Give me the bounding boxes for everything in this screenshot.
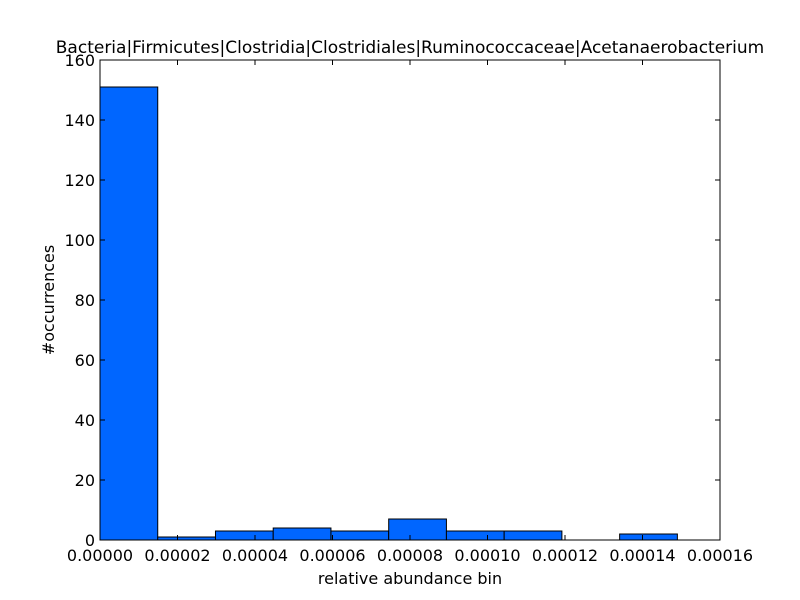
y-tick-label-2: 40: [75, 411, 95, 430]
y-tick-label-7: 140: [64, 111, 95, 130]
x-tick-label-0: 0.00000: [67, 546, 133, 565]
histogram-bar-9: [619, 533, 678, 541]
x-axis-label: relative abundance bin: [318, 569, 502, 588]
histogram-bar-4: [330, 530, 390, 541]
y-tick-label-4: 80: [75, 291, 95, 310]
x-tick-label-3: 0.00006: [299, 546, 365, 565]
plot-frame: [99, 59, 721, 541]
y-tick-label-8: 160: [64, 51, 95, 70]
x-tick-label-1: 0.00002: [144, 546, 210, 565]
bars-group: [99, 86, 678, 541]
x-tick-label-7: 0.00014: [609, 546, 675, 565]
y-tick-label-0: 0: [85, 531, 95, 550]
x-ticks: 0.00000 0.00002 0.00004 0.00006 0.00008 0.000…: [67, 60, 753, 565]
histogram-bar-0: [99, 86, 159, 541]
histogram-bar-2: [214, 530, 274, 541]
x-tick-label-2: 0.00004: [222, 546, 288, 565]
x-tick-label-8: 0.00016: [687, 546, 753, 565]
histogram-bar-5: [388, 518, 447, 541]
chart-title: Bacteria|Firmicutes|Clostridia|Clostridi…: [56, 38, 764, 58]
y-ticks: 0 20 40 60 80 100 120 140 160: [64, 51, 720, 550]
x-tick-label-4: 0.00008: [377, 546, 443, 565]
x-tick-label-6: 0.00012: [532, 546, 598, 565]
y-tick-label-6: 120: [64, 171, 95, 190]
y-tick-label-5: 100: [64, 231, 95, 250]
y-tick-label-3: 60: [75, 351, 95, 370]
x-tick-label-5: 0.00010: [454, 546, 520, 565]
y-axis-label: #occurrences: [39, 245, 58, 355]
y-tick-label-1: 20: [75, 471, 95, 490]
histogram-bar-3: [272, 527, 332, 541]
histogram-bar-7: [503, 530, 563, 541]
histogram-bar-6: [445, 530, 505, 541]
